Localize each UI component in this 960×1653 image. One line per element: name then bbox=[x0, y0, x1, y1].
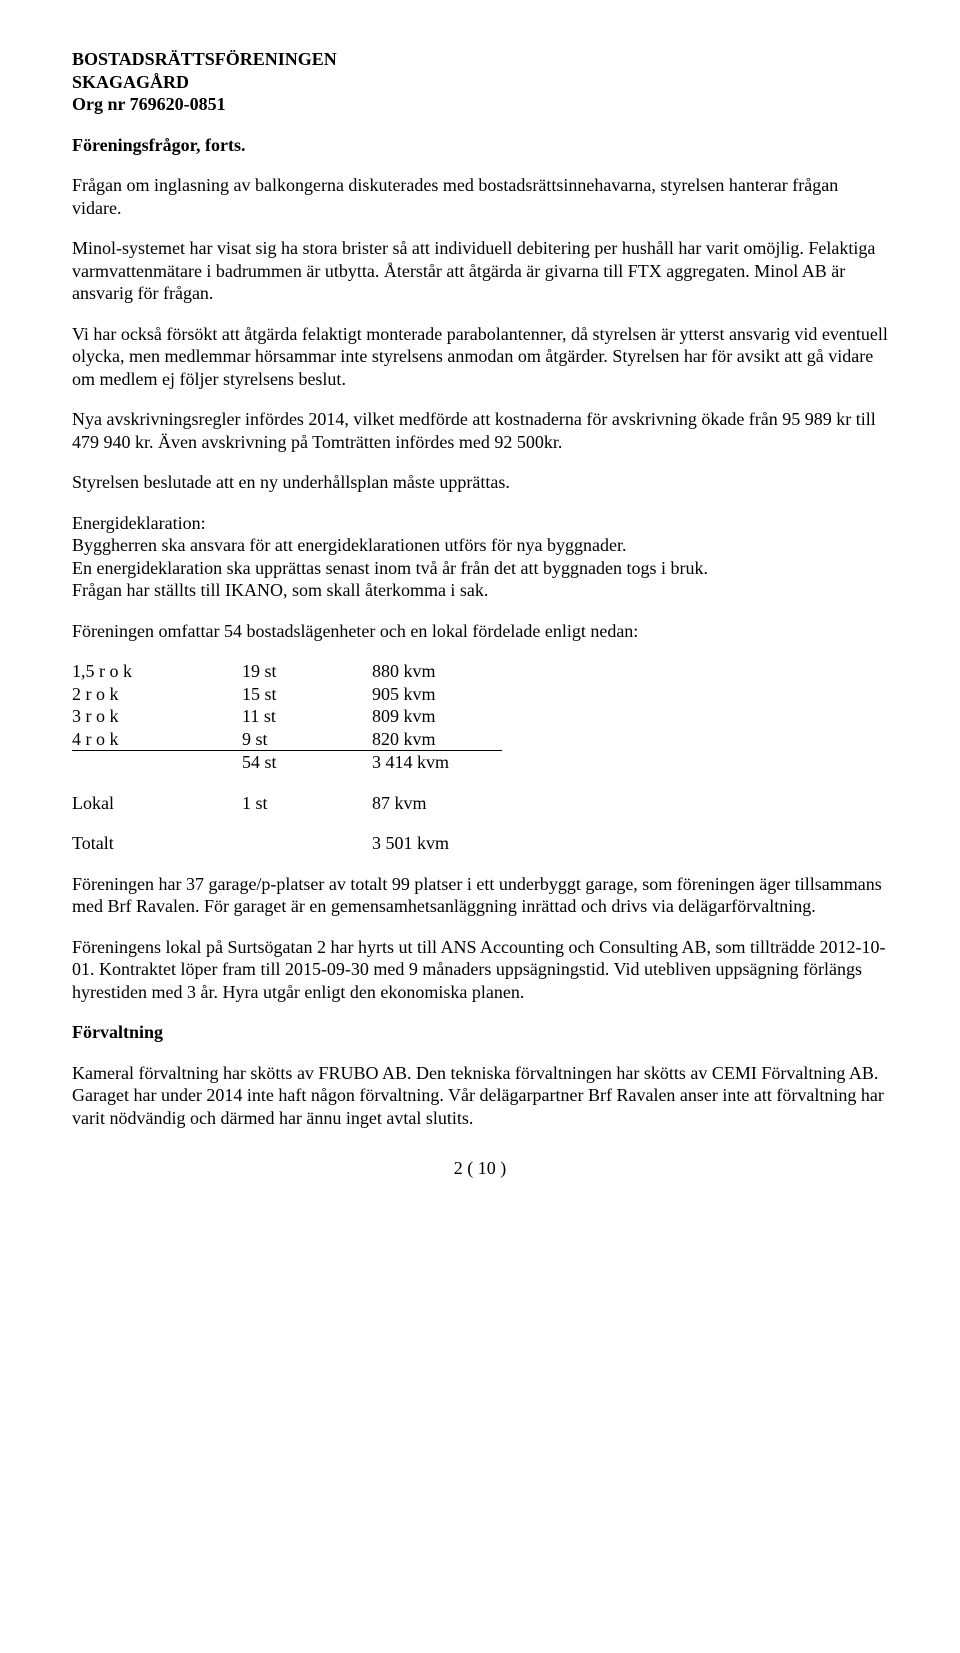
paragraph: Kameral förvaltning har skötts av FRUBO … bbox=[72, 1062, 888, 1130]
cell-count: 15 st bbox=[242, 683, 372, 706]
cell-area: 3 501 kvm bbox=[372, 832, 502, 855]
table-row-lokal: Lokal 1 st 87 kvm bbox=[72, 792, 502, 815]
cell-type: 3 r o k bbox=[72, 705, 242, 728]
table-row-total: Totalt 3 501 kvm bbox=[72, 832, 502, 855]
energy-line: Frågan har ställts till IKANO, som skall… bbox=[72, 580, 488, 600]
energy-line: Byggherren ska ansvara för att energidek… bbox=[72, 535, 626, 555]
table-row: 1,5 r o k 19 st 880 kvm bbox=[72, 660, 502, 683]
cell-area: 820 kvm bbox=[372, 728, 502, 751]
apartment-table: 1,5 r o k 19 st 880 kvm 2 r o k 15 st 90… bbox=[72, 660, 502, 774]
org-number: Org nr 769620-0851 bbox=[72, 93, 888, 116]
table-row-last: 4 r o k 9 st 820 kvm bbox=[72, 728, 502, 751]
paragraph: Minol-systemet har visat sig ha stora br… bbox=[72, 237, 888, 305]
cell-count: 54 st bbox=[242, 751, 372, 774]
org-name-line1: BOSTADSRÄTTSFÖRENINGEN bbox=[72, 48, 888, 71]
total-table: Totalt 3 501 kvm bbox=[72, 832, 502, 855]
paragraph: Föreningen har 37 garage/p-platser av to… bbox=[72, 873, 888, 918]
paragraph: Vi har också försökt att åtgärda felakti… bbox=[72, 323, 888, 391]
paragraph: Föreningen omfattar 54 bostadslägenheter… bbox=[72, 620, 888, 643]
paragraph: Föreningens lokal på Surtsögatan 2 har h… bbox=[72, 936, 888, 1004]
cell-area: 809 kvm bbox=[372, 705, 502, 728]
page-number: 2 ( 10 ) bbox=[72, 1157, 888, 1180]
org-name-line2: SKAGAGÅRD bbox=[72, 71, 888, 94]
document-header: BOSTADSRÄTTSFÖRENINGEN SKAGAGÅRD Org nr … bbox=[72, 48, 888, 116]
energy-line: Energideklaration: bbox=[72, 513, 206, 533]
paragraph-energy: Energideklaration: Byggherren ska ansvar… bbox=[72, 512, 888, 602]
cell-count: 1 st bbox=[242, 792, 372, 815]
section-title: Föreningsfrågor, forts. bbox=[72, 134, 888, 157]
cell-type: 4 r o k bbox=[72, 728, 242, 751]
cell-count: 11 st bbox=[242, 705, 372, 728]
cell-area: 87 kvm bbox=[372, 792, 502, 815]
table-row: 2 r o k 15 st 905 kvm bbox=[72, 683, 502, 706]
lokal-table: Lokal 1 st 87 kvm bbox=[72, 792, 502, 815]
paragraph: Frågan om inglasning av balkongerna disk… bbox=[72, 174, 888, 219]
cell-area: 880 kvm bbox=[372, 660, 502, 683]
table-row-sum: 54 st 3 414 kvm bbox=[72, 751, 502, 774]
cell-count bbox=[242, 832, 372, 855]
paragraph: Nya avskrivningsregler infördes 2014, vi… bbox=[72, 408, 888, 453]
cell-area: 3 414 kvm bbox=[372, 751, 502, 774]
energy-line: En energideklaration ska upprättas senas… bbox=[72, 558, 708, 578]
cell-count: 9 st bbox=[242, 728, 372, 751]
table-row: 3 r o k 11 st 809 kvm bbox=[72, 705, 502, 728]
cell-area: 905 kvm bbox=[372, 683, 502, 706]
cell-type: Lokal bbox=[72, 792, 242, 815]
cell-type: Totalt bbox=[72, 832, 242, 855]
cell-type: 1,5 r o k bbox=[72, 660, 242, 683]
cell-count: 19 st bbox=[242, 660, 372, 683]
cell-type: 2 r o k bbox=[72, 683, 242, 706]
cell-type bbox=[72, 751, 242, 774]
paragraph: Styrelsen beslutade att en ny underhålls… bbox=[72, 471, 888, 494]
section-title-forvaltning: Förvaltning bbox=[72, 1021, 888, 1044]
